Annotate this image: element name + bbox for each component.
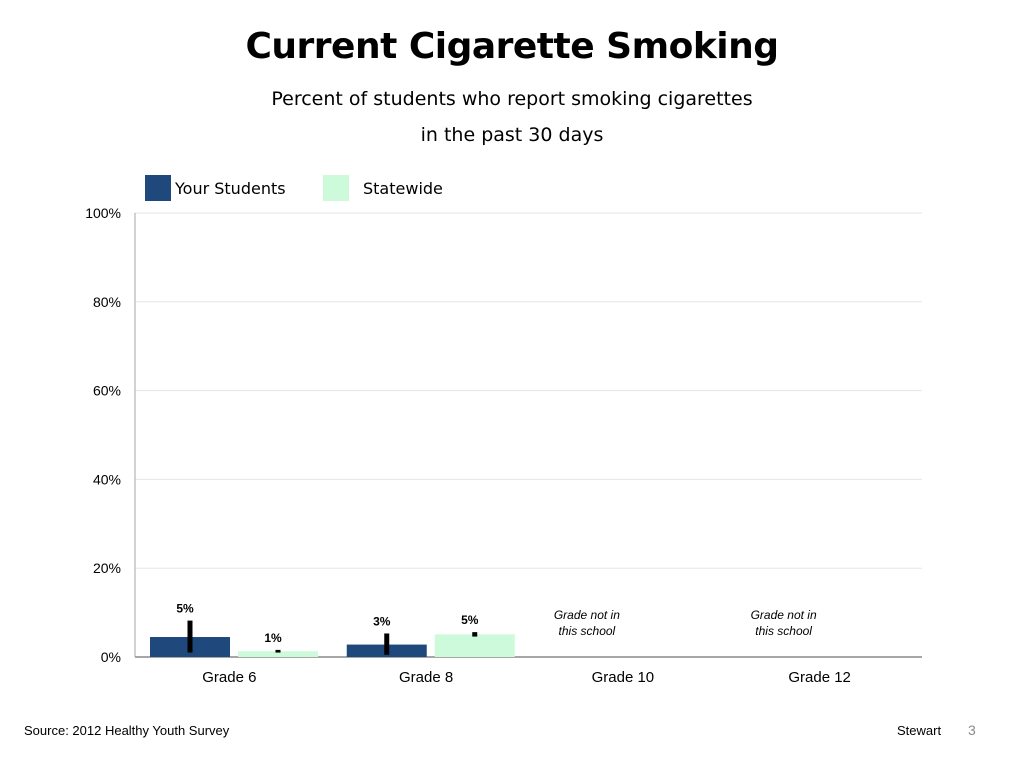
category-note-line-1: Grade not in: [751, 608, 817, 622]
chart-title: Current Cigarette Smoking: [245, 26, 779, 67]
bar-statewide: [238, 651, 318, 657]
data-label: 1%: [264, 631, 282, 645]
data-label: 5%: [461, 613, 479, 627]
y-tick-label: 100%: [85, 205, 121, 221]
y-tick-label: 80%: [93, 294, 121, 310]
page-number: 3: [968, 722, 976, 738]
source-note: Source: 2012 Healthy Youth Survey: [24, 723, 230, 738]
data-label: 5%: [176, 602, 194, 616]
x-tick-label: Grade 12: [788, 669, 851, 686]
x-tick-label: Grade 6: [202, 669, 256, 686]
category-note-line-2: this school: [559, 624, 616, 638]
chart-subtitle-line-1: Percent of students who report smoking c…: [271, 88, 753, 110]
legend-swatch: [323, 175, 349, 201]
x-tick-label: Grade 8: [399, 669, 453, 686]
y-tick-label: 0%: [101, 649, 121, 665]
legend-label: Statewide: [363, 179, 443, 198]
author-name: Stewart: [897, 723, 942, 738]
y-tick-label: 40%: [93, 471, 121, 487]
category-note-line-1: Grade not in: [554, 608, 620, 622]
y-tick-label: 60%: [93, 383, 121, 399]
data-label: 3%: [373, 614, 391, 628]
bar-statewide: [434, 634, 515, 657]
category-note-line-2: this school: [755, 624, 812, 638]
legend-label: Your Students: [174, 179, 286, 198]
x-tick-label: Grade 10: [592, 669, 655, 686]
y-tick-label: 20%: [93, 560, 121, 576]
legend-swatch: [145, 175, 171, 201]
chart-subtitle-line-2: in the past 30 days: [420, 124, 604, 146]
